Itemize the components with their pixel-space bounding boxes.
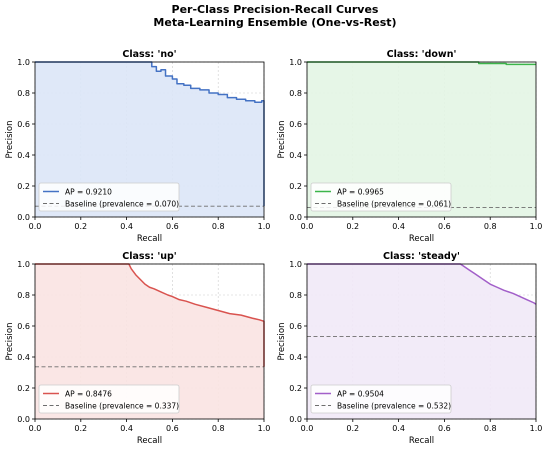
axes-frame [34, 61, 265, 218]
x-tick-label: 0.6 [438, 222, 451, 231]
x-tick-label: 0.8 [212, 222, 225, 231]
x-tick-label: 0.4 [392, 222, 405, 231]
x-tick-label: 0.2 [74, 424, 87, 433]
legend-baseline-label: Baseline (prevalence = 0.070) [65, 200, 179, 209]
x-axis-label: Recall [137, 234, 162, 244]
pr-curve-line [35, 263, 265, 367]
y-axis-label: Precision [5, 323, 15, 361]
x-axis-label: Recall [409, 234, 434, 244]
panel-title: Class: 'down' [387, 49, 457, 60]
legend-ap-label: AP = 0.9210 [65, 188, 112, 197]
y-tick-label: 0.2 [289, 182, 302, 191]
legend-baseline-label: Baseline (prevalence = 0.061) [337, 200, 451, 209]
x-axis-label: Recall [409, 436, 434, 446]
legend-ap-label: AP = 0.9965 [337, 188, 384, 197]
y-tick-label: 0.2 [17, 182, 30, 191]
axes-frame [306, 263, 537, 420]
y-axis-label: Precision [5, 121, 15, 159]
x-tick-label: 1.0 [530, 222, 543, 231]
y-axis-label: Precision [277, 121, 287, 159]
pr-area-fill [307, 62, 536, 217]
y-tick-label: 0.0 [289, 213, 302, 222]
legend-box [310, 182, 452, 212]
axes-frame [34, 263, 265, 420]
y-tick-label: 0.4 [17, 353, 30, 362]
y-tick-label: 0.6 [17, 322, 30, 331]
y-tick-label: 0.4 [17, 151, 30, 160]
x-tick-label: 1.0 [258, 424, 271, 433]
x-tick-label: 0.4 [120, 424, 133, 433]
x-tick-label: 0.0 [301, 222, 314, 231]
x-tick-label: 1.0 [258, 222, 271, 231]
legend-ap-label: AP = 0.9504 [337, 390, 384, 399]
y-tick-label: 0.2 [289, 384, 302, 393]
legend-baseline-label: Baseline (prevalence = 0.337) [65, 402, 179, 411]
x-tick-label: 0.8 [484, 222, 497, 231]
x-tick-label: 0.4 [392, 424, 405, 433]
y-tick-label: 0.8 [289, 291, 302, 300]
y-tick-label: 1.0 [289, 260, 302, 269]
panel-title: Class: 'steady' [383, 251, 460, 262]
y-tick-label: 0.8 [17, 291, 30, 300]
legend-box [310, 384, 452, 414]
y-axis-label: Precision [277, 323, 287, 361]
x-tick-label: 0.2 [74, 222, 87, 231]
x-tick-label: 1.0 [530, 424, 543, 433]
x-tick-label: 0.2 [346, 424, 359, 433]
y-tick-label: 0.0 [289, 415, 302, 424]
y-tick-label: 0.4 [289, 151, 302, 160]
x-tick-label: 0.6 [438, 424, 451, 433]
x-tick-label: 0.0 [301, 424, 314, 433]
chart-panel: 0.0 0.2 0.4 0.6 0.8 1.0 0.0 0.2 0.4 0.6 0.8 1.0 Clas… [5, 251, 270, 446]
x-tick-label: 0.6 [166, 222, 179, 231]
y-tick-label: 0.0 [17, 213, 30, 222]
x-tick-label: 0.0 [29, 424, 42, 433]
y-tick-label: 1.0 [17, 58, 30, 67]
x-tick-label: 0.8 [484, 424, 497, 433]
panel-title: Class: 'no' [122, 49, 176, 60]
x-tick-label: 0.2 [346, 222, 359, 231]
pr-curve-line [307, 263, 537, 305]
x-axis-label: Recall [137, 436, 162, 446]
y-tick-label: 1.0 [289, 58, 302, 67]
chart-panel: 0.0 0.2 0.4 0.6 0.8 1.0 0.0 0.2 0.4 0.6 0.8 1.0 Clas… [5, 49, 270, 244]
x-tick-label: 0.4 [120, 222, 133, 231]
y-tick-label: 0.8 [289, 89, 302, 98]
panel-title: Class: 'up' [122, 251, 176, 262]
y-tick-label: 0.8 [17, 89, 30, 98]
x-tick-label: 0.8 [212, 424, 225, 433]
axes-frame [306, 61, 537, 218]
pr-curve-line [35, 61, 265, 207]
pr-area-fill [35, 62, 264, 217]
pr-area-fill [35, 264, 264, 419]
legend-box [38, 384, 180, 414]
y-tick-label: 0.0 [17, 415, 30, 424]
y-tick-label: 1.0 [17, 260, 30, 269]
y-tick-label: 0.2 [17, 384, 30, 393]
legend-box [38, 182, 180, 212]
pr-area-fill [307, 264, 536, 419]
y-tick-label: 0.6 [17, 120, 30, 129]
figure-subtitle: Meta-Learning Ensemble (One-vs-Rest) [153, 16, 397, 29]
y-tick-label: 0.6 [289, 120, 302, 129]
figure-title: Per-Class Precision-Recall Curves [171, 3, 379, 16]
y-tick-label: 0.6 [289, 322, 302, 331]
legend-baseline-label: Baseline (prevalence = 0.532) [337, 402, 451, 411]
legend-ap-label: AP = 0.8476 [65, 390, 112, 399]
y-tick-label: 0.4 [289, 353, 302, 362]
chart-panel: 0.0 0.2 0.4 0.6 0.8 1.0 0.0 0.2 0.4 0.6 0.8 1.0 Clas… [277, 49, 542, 244]
x-tick-label: 0.6 [166, 424, 179, 433]
chart-panel: 0.0 0.2 0.4 0.6 0.8 1.0 0.0 0.2 0.4 0.6 0.8 1.0 Clas… [277, 251, 542, 446]
x-tick-label: 0.0 [29, 222, 42, 231]
